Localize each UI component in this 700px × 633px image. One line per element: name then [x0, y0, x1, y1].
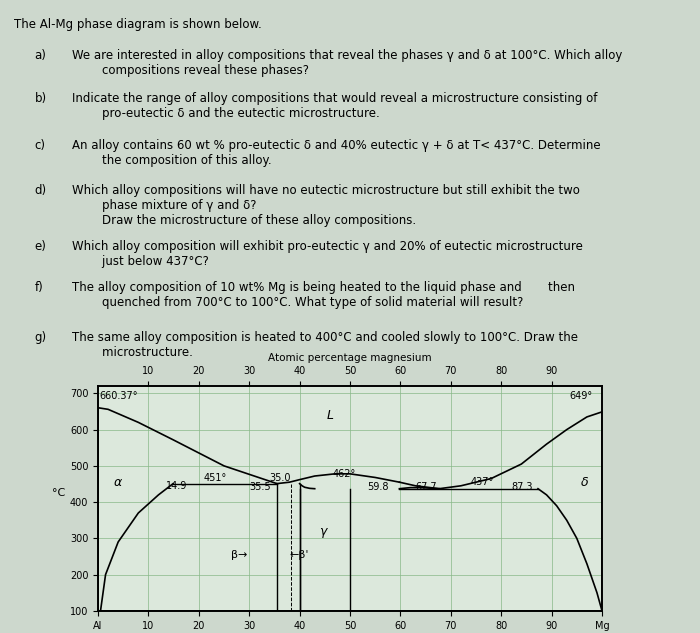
Text: a): a) — [34, 49, 46, 62]
Text: 14.9: 14.9 — [166, 481, 188, 491]
Text: 35.0: 35.0 — [270, 473, 291, 483]
Text: 462°: 462° — [332, 469, 356, 479]
Text: b): b) — [34, 92, 47, 105]
Text: α: α — [114, 475, 122, 489]
Text: d): d) — [34, 184, 47, 197]
Text: 451°: 451° — [204, 473, 227, 483]
Text: δ: δ — [580, 475, 588, 489]
Text: β→: β→ — [231, 549, 247, 560]
Text: The same alloy composition is heated to 400°C and cooled slowly to 100°C. Draw t: The same alloy composition is heated to … — [72, 331, 578, 360]
Text: c): c) — [34, 139, 46, 152]
Text: L: L — [326, 409, 333, 422]
Text: ←β': ←β' — [290, 549, 309, 560]
Y-axis label: °C: °C — [52, 489, 65, 499]
Text: γ: γ — [318, 525, 326, 537]
Text: 59.8: 59.8 — [368, 482, 389, 492]
Text: f): f) — [34, 281, 43, 294]
Text: An alloy contains 60 wt % pro-eutectic δ and 40% eutectic γ + δ at T< 437°C. Det: An alloy contains 60 wt % pro-eutectic δ… — [72, 139, 601, 167]
Text: g): g) — [34, 331, 47, 344]
Text: Which alloy compositions will have no eutectic microstructure but still exhibit : Which alloy compositions will have no eu… — [72, 184, 580, 227]
Text: Which alloy composition will exhibit pro-eutectic γ and 20% of eutectic microstr: Which alloy composition will exhibit pro… — [72, 240, 583, 268]
Text: 660.37°: 660.37° — [99, 391, 138, 401]
Text: e): e) — [34, 240, 46, 253]
Text: 437°: 437° — [471, 477, 494, 487]
Text: 87.3: 87.3 — [511, 482, 533, 492]
Text: We are interested in alloy compositions that reveal the phases γ and δ at 100°C.: We are interested in alloy compositions … — [72, 49, 622, 77]
Text: 35.5: 35.5 — [249, 482, 271, 492]
Text: Indicate the range of alloy compositions that would reveal a microstructure cons: Indicate the range of alloy compositions… — [72, 92, 598, 120]
X-axis label: Atomic percentage magnesium: Atomic percentage magnesium — [268, 353, 432, 363]
Text: 649°: 649° — [569, 391, 592, 401]
Text: The alloy composition of 10 wt% Mg is being heated to the liquid phase and      : The alloy composition of 10 wt% Mg is be… — [72, 281, 575, 309]
Text: 67.7: 67.7 — [416, 482, 437, 492]
Text: The Al-Mg phase diagram is shown below.: The Al-Mg phase diagram is shown below. — [14, 18, 262, 30]
